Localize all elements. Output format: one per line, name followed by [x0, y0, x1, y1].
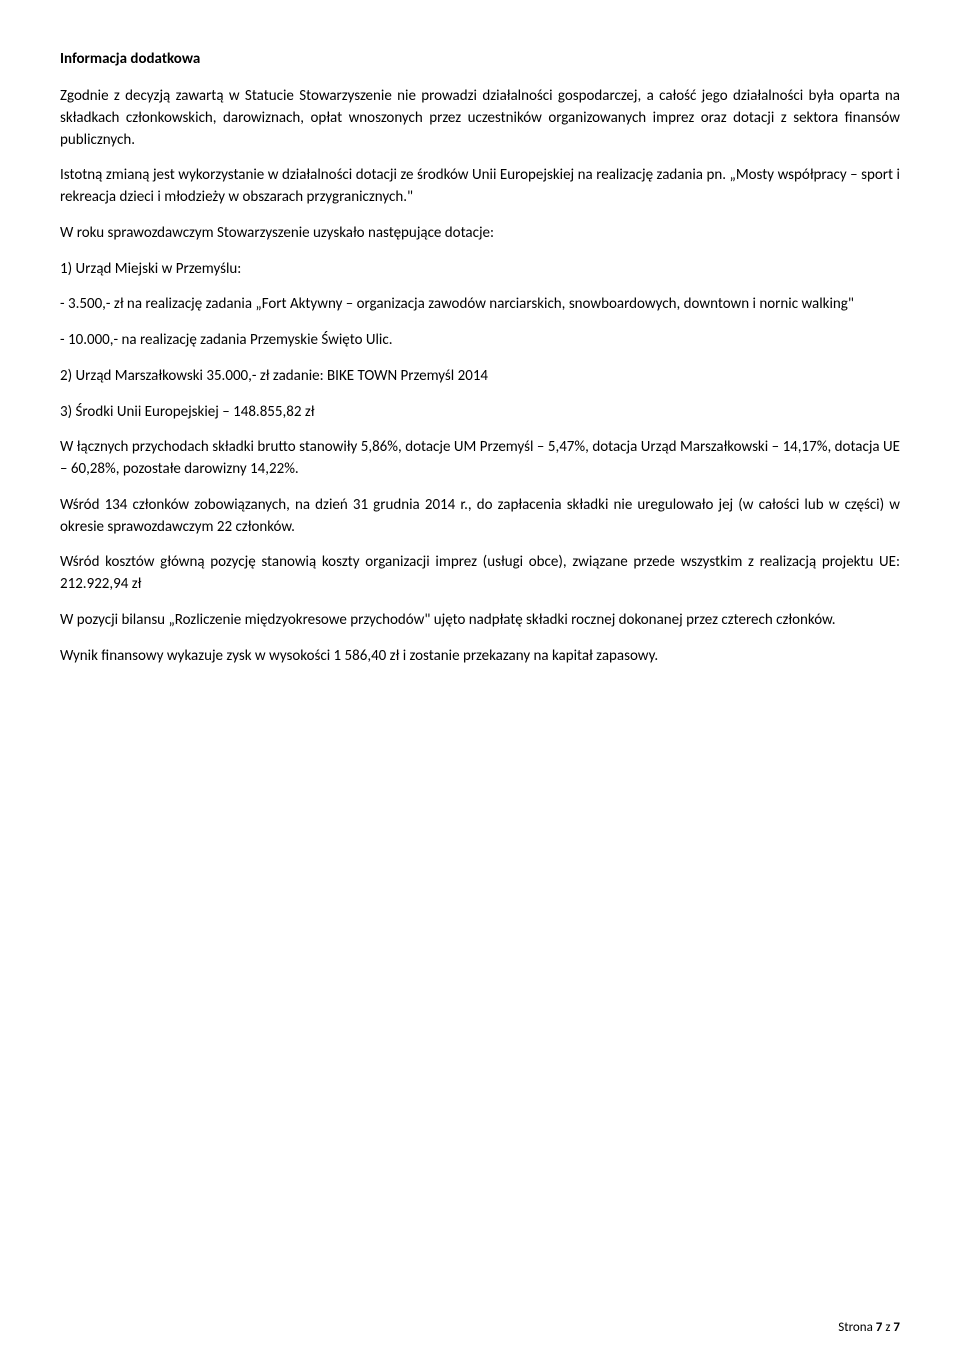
footer-prefix: Strona — [838, 1320, 876, 1335]
paragraph-intro: Zgodnie z decyzją zawartą w Statucie Sto… — [60, 86, 900, 151]
list-item-3: - 10.000,- na realizację zadania Przemys… — [60, 330, 900, 352]
list-item-4: 2) Urząd Marszałkowski 35.000,- zł zadan… — [60, 366, 900, 388]
paragraph-percentages: W łącznych przychodach składki brutto st… — [60, 437, 900, 481]
paragraph-members: Wśród 134 członków zobowiązanych, na dzi… — [60, 495, 900, 539]
document-title: Informacja dodatkowa — [60, 50, 900, 68]
footer-separator: z — [882, 1320, 893, 1335]
paragraph-result: Wynik finansowy wykazuje zysk w wysokośc… — [60, 646, 900, 668]
page-footer: Strona 7 z 7 — [838, 1320, 900, 1335]
list-item-2: - 3.500,- zł na realizację zadania „Fort… — [60, 294, 900, 316]
paragraph-change: Istotną zmianą jest wykorzystanie w dzia… — [60, 165, 900, 209]
paragraph-grants-intro: W roku sprawozdawczym Stowarzyszenie uzy… — [60, 223, 900, 245]
paragraph-costs: Wśród kosztów główną pozycję stanowią ko… — [60, 552, 900, 596]
paragraph-balance: W pozycji bilansu „Rozliczenie międzyokr… — [60, 610, 900, 632]
list-item-5: 3) Środki Unii Europejskiej – 148.855,82… — [60, 402, 900, 424]
footer-total-pages: 7 — [893, 1320, 900, 1335]
list-item-1: 1) Urząd Miejski w Przemyślu: — [60, 259, 900, 281]
